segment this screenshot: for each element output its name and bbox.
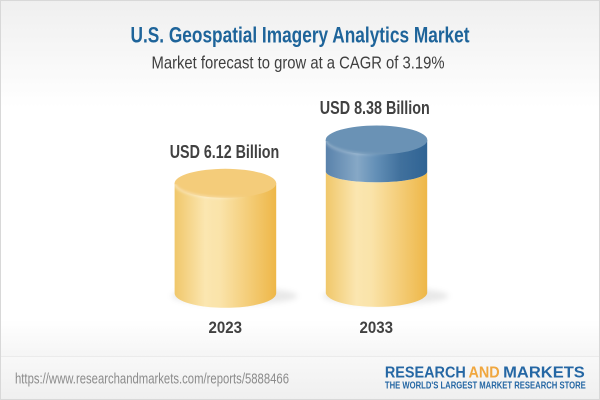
svg-text:U.S. Geospatial Imagery Analyt: U.S. Geospatial Imagery Analytics Market (131, 22, 470, 47)
svg-text:RESEARCH: RESEARCH (385, 364, 466, 381)
svg-text:AND: AND (469, 364, 500, 381)
svg-text:https://www.researchandmarkets: https://www.researchandmarkets.com/repor… (15, 372, 289, 388)
svg-text:THE WORLD'S LARGEST MARKET RES: THE WORLD'S LARGEST MARKET RESEARCH STOR… (385, 381, 586, 392)
svg-text:2033: 2033 (360, 319, 394, 337)
svg-text:USD 8.38 Billion: USD 8.38 Billion (320, 98, 430, 118)
svg-text:Market forecast to grow at a C: Market forecast to grow at a CAGR of 3.1… (152, 53, 445, 73)
svg-text:USD 6.12 Billion: USD 6.12 Billion (170, 142, 280, 162)
svg-text:MARKETS: MARKETS (503, 364, 585, 381)
svg-text:2023: 2023 (209, 319, 243, 337)
